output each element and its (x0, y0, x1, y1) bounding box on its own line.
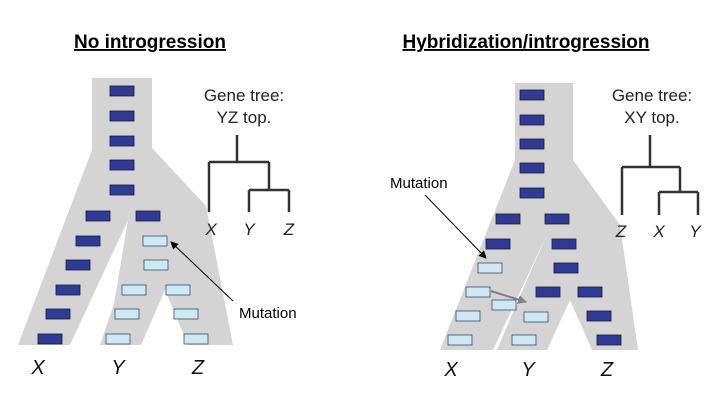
left-species-tree-shape (18, 78, 233, 345)
right-gene-tree (620, 135, 700, 215)
right-trunk-segment-2 (519, 114, 545, 126)
left-trunk-segment-3 (109, 135, 135, 147)
right-x-branch-segment-1 (495, 213, 521, 225)
right-species-label-x: X (443, 359, 458, 381)
left-z-derived-segment-2 (173, 308, 199, 320)
left-yz-derived-segment-2 (143, 259, 169, 271)
left-x-branch-segment-1 (85, 210, 111, 222)
left-species-label-z: Z (191, 357, 205, 379)
right-trunk-segment-4 (519, 162, 545, 174)
right-mutation-segment (477, 262, 503, 274)
right-z-branch-segment-3 (596, 334, 622, 346)
left-ancestral-segments (37, 85, 161, 345)
left-y-derived-segment-3 (105, 333, 131, 345)
left-panel-title: No introgression (74, 32, 226, 53)
right-mutation-arrow (424, 194, 487, 259)
left-x-branch-segment-2 (75, 235, 101, 247)
left-species-label-y: Y (111, 357, 126, 379)
left-mutation-arrow (170, 241, 234, 302)
left-gene-tree-tip-2: Y (243, 220, 256, 239)
left-trunk-segment-5 (109, 184, 135, 196)
left-species-tree (18, 78, 233, 345)
left-z-derived-segment-1 (165, 284, 191, 296)
right-gene-tree-tip-2: X (652, 222, 665, 241)
right-yz-branch-segment-2 (551, 238, 577, 250)
right-x-derived-segment-2 (455, 310, 481, 322)
left-gene-tree-topology: YZ top. (217, 108, 272, 127)
right-species-tree-shape (440, 83, 638, 350)
right-yz-branch-segment-3 (553, 262, 579, 274)
right-derived-segments (447, 262, 549, 346)
left-yz-branch-segment-1 (135, 210, 161, 222)
left-trunk-segment-2 (109, 110, 135, 122)
right-introgression-arrow (490, 290, 527, 304)
left-trunk-segment-4 (109, 159, 135, 171)
left-mutation-label: Mutation (239, 305, 297, 322)
right-gene-tree-topology: XY top. (624, 108, 679, 127)
left-x-branch-segment-3 (65, 259, 91, 271)
left-x-branch-segment-5 (45, 308, 71, 320)
right-z-branch-segment-2 (586, 310, 612, 322)
left-species-label-x: X (30, 357, 45, 379)
left-z-derived-segment-3 (183, 333, 209, 345)
right-panel: Hybridization/introgression (390, 32, 702, 381)
left-panel: No introgression (18, 32, 297, 379)
left-gene-tree-tip-3: Z (283, 220, 295, 239)
right-gene-tree-caption: Gene tree: (612, 86, 692, 105)
right-yz-branch-segment-1 (544, 213, 570, 225)
left-gene-tree (207, 135, 291, 212)
right-ancestral-segments (485, 89, 622, 346)
left-x-branch-segment-4 (55, 284, 81, 296)
right-x-derived-segment-3 (447, 334, 473, 346)
right-y-derived-segment-1 (511, 334, 537, 346)
left-x-branch-segment-6 (37, 333, 63, 345)
right-trunk-segment-5 (519, 187, 545, 199)
right-introgressed-segment-1 (491, 299, 517, 311)
left-gene-tree-tip-1: X (204, 220, 217, 239)
right-trunk-segment-3 (519, 138, 545, 150)
right-species-label-z: Z (600, 359, 614, 381)
left-y-derived-segment-2 (114, 308, 140, 320)
right-gene-tree-tip-1: Z (615, 222, 627, 241)
left-derived-segments (105, 235, 209, 345)
right-z-branch-segment-1 (577, 286, 603, 298)
right-x-derived-segment-1 (465, 286, 491, 298)
right-panel-title: Hybridization/introgression (402, 32, 649, 53)
right-introgressed-segment-2 (523, 311, 549, 323)
right-x-branch-segment-2 (485, 238, 511, 250)
left-trunk-segment-1 (109, 85, 135, 97)
left-gene-tree-caption: Gene tree: (204, 86, 284, 105)
right-trunk-segment-1 (519, 89, 545, 101)
right-mutation-label: Mutation (390, 175, 448, 192)
left-y-derived-segment-1 (121, 284, 147, 296)
left-mutation-segment (142, 235, 168, 247)
right-y-branch-segment-1 (535, 286, 561, 298)
right-species-label-y: Y (521, 359, 536, 381)
right-gene-tree-tip-3: Y (689, 222, 702, 241)
